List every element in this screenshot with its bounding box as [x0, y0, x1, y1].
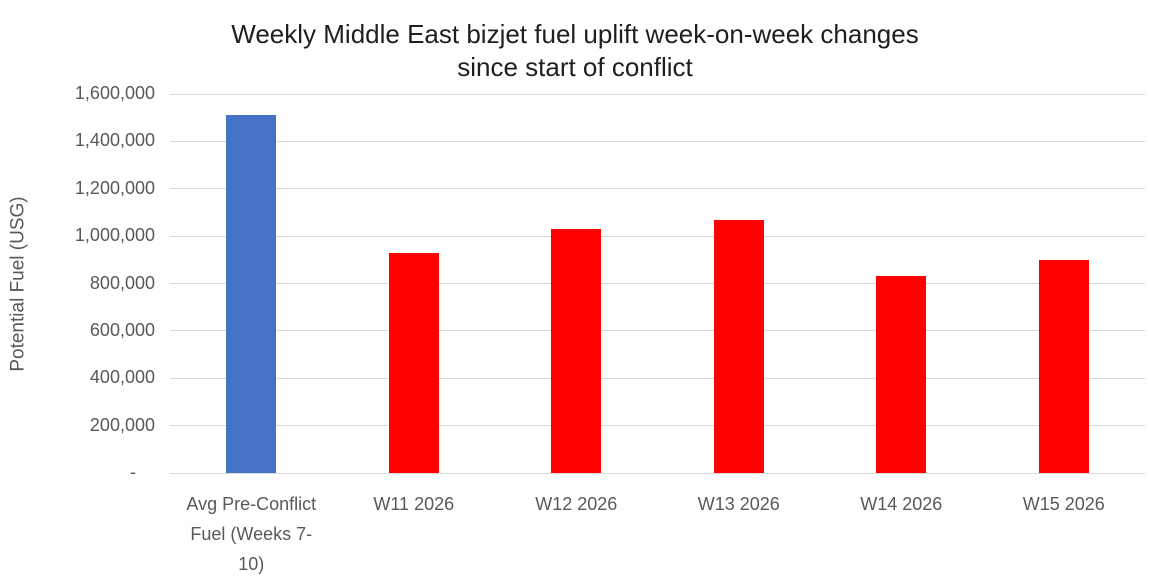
y-tick-label: 200,000	[89, 414, 155, 435]
x-axis-label-line: W14 2026	[860, 494, 943, 514]
x-axis-label-line: Avg Pre-Conflict	[186, 494, 317, 514]
x-axis-labels: Avg Pre-Conflict Fuel (Weeks 7- 10) W11 202…	[170, 489, 1145, 585]
bar-w11-2026	[388, 252, 439, 473]
chart-title-line1: Weekly Middle East bizjet fuel uplift we…	[231, 19, 919, 49]
x-axis-label-line: W13 2026	[697, 494, 780, 514]
x-axis-label-line: 10)	[238, 554, 265, 574]
bar-w12-2026	[551, 229, 602, 473]
gridline	[170, 140, 1145, 142]
x-axis-label-line: W12 2026	[535, 494, 618, 514]
gridline	[170, 330, 1145, 332]
y-tick-label: 800,000	[89, 272, 155, 293]
gridline	[170, 283, 1145, 284]
y-axis-ticks: - 200,000 400,000 600,000 800,000 1,000,000 1,…	[30, 83, 155, 482]
y-tick-label: 1,200,000	[74, 177, 155, 198]
x-axis-label-line: Fuel (Weeks 7-	[190, 524, 313, 544]
gridline	[170, 93, 1145, 95]
gridline	[170, 188, 1145, 190]
x-axis-label-w14-2026: W14 2026	[817, 489, 985, 519]
bar-w14-2026	[876, 276, 927, 473]
bar-w15-2026	[1038, 259, 1089, 473]
chart-title-line2: since start of conflict	[457, 52, 693, 82]
gridline	[170, 235, 1145, 237]
y-tick-label: 1,400,000	[74, 130, 155, 151]
bar-w13-2026	[713, 219, 764, 473]
plot-area	[170, 93, 1145, 474]
gridline	[170, 377, 1145, 379]
x-axis-label-w12-2026: W12 2026	[492, 489, 660, 519]
gridline	[170, 425, 1145, 427]
x-axis-label-avg-pre-conflict-fuel-weeks-7-10: Avg Pre-Conflict Fuel (Weeks 7- 10)	[167, 489, 335, 579]
x-axis-label-w15-2026: W15 2026	[980, 489, 1148, 519]
y-tick-label: 400,000	[89, 367, 155, 388]
bar-avg-pre-conflict-fuel-weeks-7-10	[226, 115, 277, 473]
y-tick-label: -	[130, 462, 136, 482]
gridline	[170, 472, 1145, 474]
x-axis-label-line: W11 2026	[373, 494, 455, 514]
y-tick-label: 600,000	[89, 319, 155, 340]
x-axis-label-w11-2026: W11 2026	[330, 489, 498, 519]
y-tick-label: 1,000,000	[74, 225, 155, 246]
y-axis-title-text: Potential Fuel (USG)	[8, 195, 30, 372]
x-axis-label-w13-2026: W13 2026	[655, 489, 823, 519]
x-axis-label-line: W15 2026	[1022, 494, 1105, 514]
y-tick-label: 1,600,000	[74, 83, 155, 103]
chart-title: Weekly Middle East bizjet fuel uplift we…	[0, 18, 1150, 84]
